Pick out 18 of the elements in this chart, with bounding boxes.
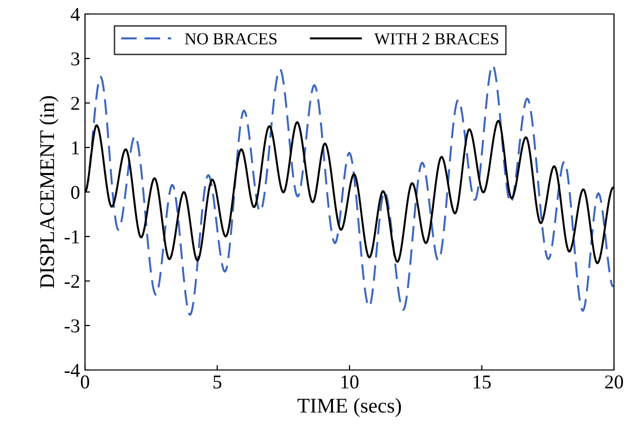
legend-label: NO BRACES <box>184 33 277 44</box>
x-tick-label: 20 <box>605 375 623 389</box>
y-tick-label: -3 <box>64 319 80 332</box>
y-tick-label: 4 <box>70 8 80 21</box>
y-tick-label: 1 <box>72 141 79 154</box>
y-tick-label: 3 <box>71 52 80 66</box>
x-axis-title: TIME (secs) <box>298 398 401 417</box>
legend-label: WITH 2 BRACES <box>374 33 498 44</box>
x-tick-label: 15 <box>474 376 491 389</box>
x-tick-label: 0 <box>80 375 90 389</box>
y-tick-label: 0 <box>71 186 80 199</box>
y-tick-label: -2 <box>64 274 80 288</box>
y-tick-label: -1 <box>64 230 79 244</box>
x-tick-label: 10 <box>341 375 358 389</box>
y-tick-label: 2 <box>71 96 80 110</box>
y-tick-label: -4 <box>64 364 80 377</box>
x-tick-label: 5 <box>214 376 222 389</box>
y-axis-title: DISPLACEMENT (in) <box>39 96 58 288</box>
